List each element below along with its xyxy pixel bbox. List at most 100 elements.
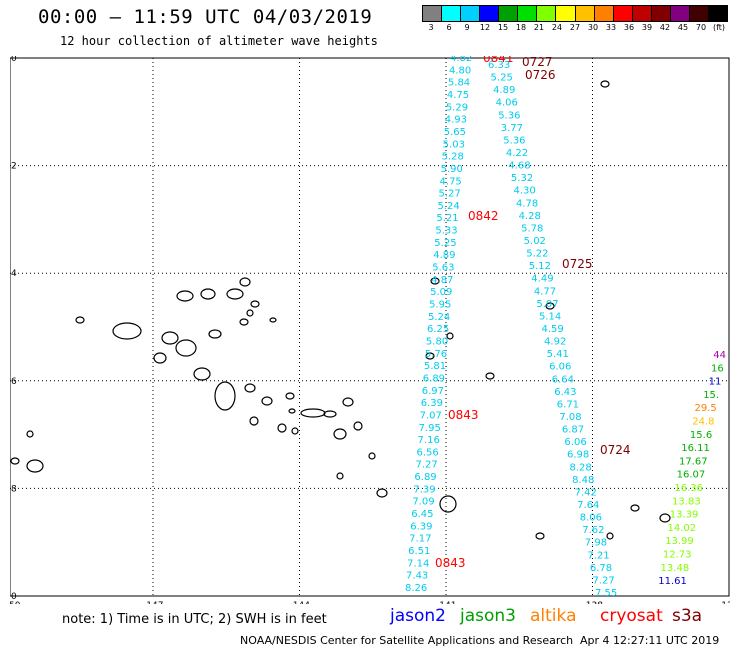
lat-tick-label: -10	[10, 56, 17, 64]
track1-swh-value: 6.25	[427, 324, 449, 335]
scale-tick-label: 39	[641, 23, 653, 32]
track2-swh-value: 7.62	[582, 525, 604, 536]
track1-swh-value: 7.95	[419, 423, 441, 434]
scale-tick-label: 33	[605, 23, 617, 32]
track1-swh-value: 5.65	[444, 127, 466, 138]
track1-swh-value: 5.84	[448, 78, 470, 89]
color-scale-bar	[422, 5, 728, 22]
track1-swh-value: 8.26	[405, 583, 427, 594]
track2-swh-value: 4.28	[519, 211, 541, 222]
scale-tick-label: 15	[497, 23, 509, 32]
scale-tick-label: 45	[677, 23, 689, 32]
timestamp-text: Apr 4 12:27:11 UTC 2019	[580, 634, 720, 647]
track2-swh-value: 5.32	[511, 173, 533, 184]
track3-swh-value: 13.48	[661, 563, 690, 574]
track2-swh-value: 5.14	[539, 311, 561, 322]
track3-swh-value: 16.36	[674, 483, 703, 494]
track3-swh-value: 24.8	[692, 417, 714, 428]
chart-title: 00:00 — 11:59 UTC 04/03/2019	[38, 6, 373, 28]
island-outline	[250, 300, 260, 308]
track1-swh-value: 5.81	[424, 361, 446, 372]
track1-swh-value: 7.14	[407, 558, 429, 569]
track1-swh-value: 7.27	[415, 460, 437, 471]
track1-swh-value: 6.89	[423, 373, 445, 384]
scale-swatch	[651, 6, 671, 21]
island-outline	[600, 80, 610, 88]
color-scale: 3 6 9 12 15 18 21 24 27 30 33 36 39 42 45 70 (ft)	[422, 5, 728, 33]
island-outline	[323, 410, 337, 418]
track1-swh-value: 5.28	[442, 152, 464, 163]
track2-swh-value: 7.08	[559, 412, 581, 423]
track2-swh-value: 4.59	[542, 324, 564, 335]
island-outline	[112, 322, 142, 340]
track2-swh-value: 7.21	[587, 550, 609, 561]
track1-swh-value: 6.51	[408, 546, 430, 557]
lat-tick-label: -14	[10, 269, 17, 279]
island-outline	[545, 302, 555, 310]
island-outline	[161, 331, 179, 345]
island-outline	[535, 532, 545, 540]
track1-swh-value: 5.90	[441, 164, 463, 175]
track1-swh-value: 5.27	[438, 189, 460, 200]
scale-tick-label: 12	[479, 23, 491, 32]
track1-swh-value: 4.87	[431, 275, 453, 286]
wave-height-map: -10 -12 -14 -16 -18 -20-150 -147 -144 -141 -138 -1…	[10, 56, 730, 604]
track2-time-label: 0724	[600, 443, 631, 457]
track2-swh-value: 6.33	[488, 60, 510, 71]
map-frame	[10, 57, 730, 597]
island-outline	[239, 318, 249, 326]
track2-swh-value: 5.02	[524, 236, 546, 247]
track2-swh-value: 6.98	[567, 450, 589, 461]
track1-swh-value: 4.80	[449, 65, 471, 76]
track2-time-label: 0726	[525, 68, 556, 82]
scale-swatch	[708, 6, 727, 21]
track1-swh-value: 6.39	[421, 398, 443, 409]
track2-swh-value: 4.77	[534, 286, 556, 297]
lat-tick-label: -18	[10, 484, 17, 494]
track2-swh-value: 6.64	[552, 374, 574, 385]
track1-swh-value: 7.39	[413, 484, 435, 495]
track3-swh-value: 16.11	[681, 443, 710, 454]
track1-swh-value: 5.24	[428, 312, 450, 323]
track1-swh-value: 6.97	[422, 386, 444, 397]
island-outline	[606, 532, 614, 540]
scale-tick-label: 18	[515, 23, 527, 32]
lon-tick-label: -138	[583, 601, 604, 604]
track3-swh-value: 13.39	[670, 510, 699, 521]
scale-swatch	[556, 6, 576, 21]
legend-s3a: s3a	[672, 606, 703, 626]
track1-swh-value: 5.24	[437, 201, 459, 212]
track3-swh-value: 16.07	[677, 470, 706, 481]
track1-swh-value: 5.03	[443, 139, 465, 150]
track3-swh-value: 13.83	[672, 496, 701, 507]
scale-tick-label: 21	[533, 23, 545, 32]
scale-tick-label: 36	[623, 23, 635, 32]
track3-swh-value: 12.73	[663, 550, 692, 561]
track1-swh-value: 6.39	[410, 521, 432, 532]
track1-swh-value: 7.09	[412, 497, 434, 508]
scale-tick-label: 3	[428, 23, 434, 32]
track1-swh-value: 4.75	[447, 90, 469, 101]
track3-swh-value: 16	[711, 363, 724, 374]
track2-swh-value: 5.07	[536, 299, 558, 310]
track2-swh-value: 8.06	[580, 513, 602, 524]
track3-swh-value: 44	[713, 350, 726, 361]
island-outline	[630, 504, 640, 512]
island-outline	[153, 352, 167, 364]
island-outline	[193, 367, 211, 381]
island-outline	[439, 495, 457, 513]
track2-swh-value: 3.77	[501, 123, 523, 134]
island-outline	[291, 427, 299, 435]
scale-tick-label: 9	[464, 23, 470, 32]
island-outline	[446, 332, 454, 340]
track3-swh-value: 13.99	[665, 536, 694, 547]
track3-swh-value: 11	[709, 377, 722, 388]
lon-tick-label: -150	[10, 601, 21, 604]
island-outline	[244, 383, 256, 393]
track1-swh-value: 7.43	[406, 571, 428, 582]
track2-swh-value: 4.22	[506, 148, 528, 159]
scale-swatch	[670, 6, 690, 21]
legend-altika: altika	[530, 606, 577, 626]
island-outline	[485, 372, 495, 380]
track1-swh-value: 5.95	[429, 300, 451, 311]
